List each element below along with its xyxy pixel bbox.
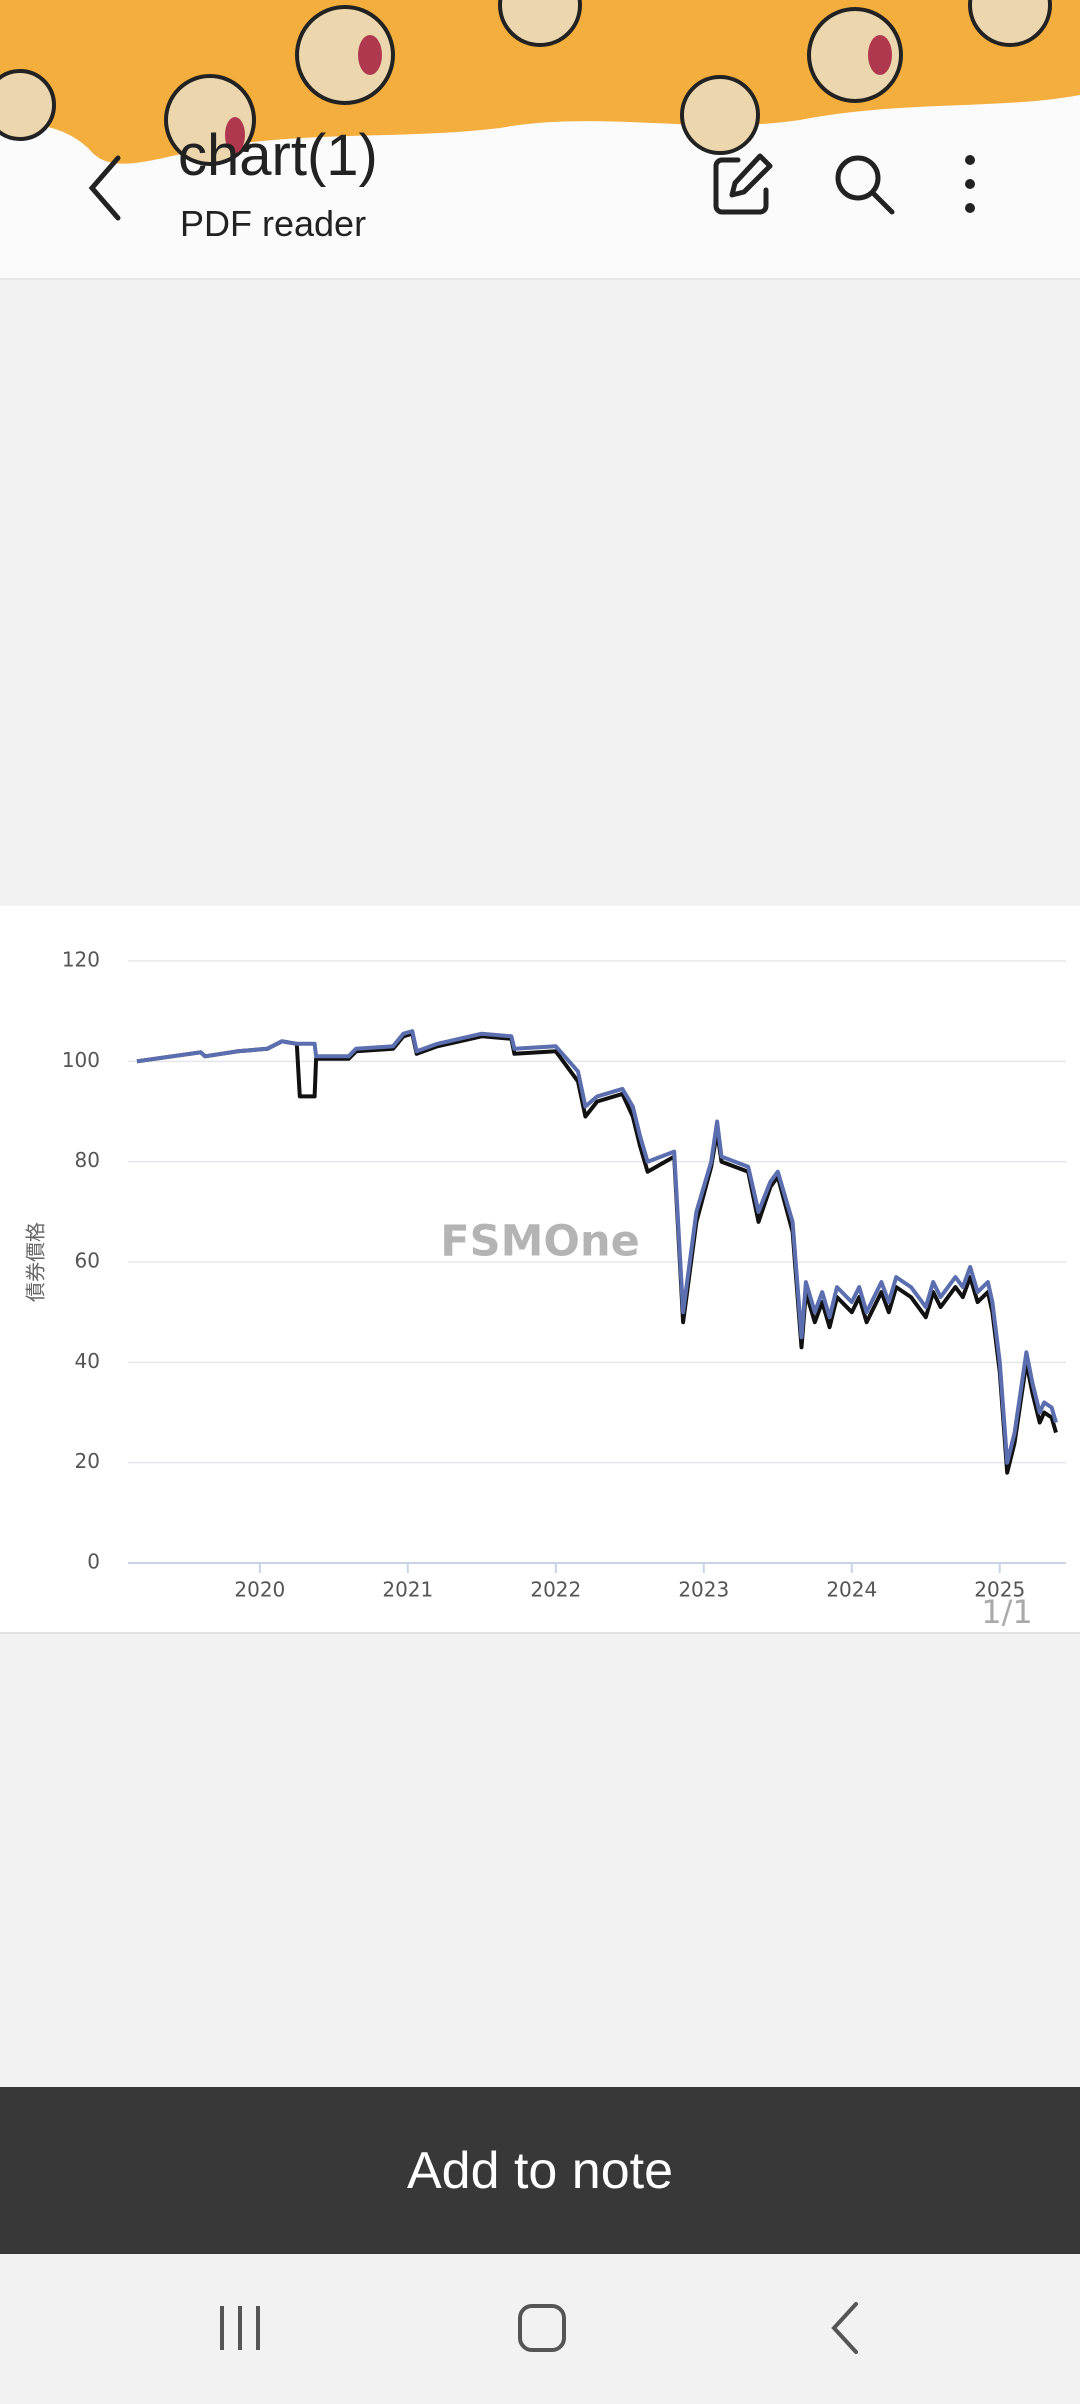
y-tick-label: 100 bbox=[62, 1048, 100, 1072]
watermark: FSMOne bbox=[440, 1217, 639, 1267]
pdf-page: FSMOne 債券價格 1/1 0 20 40 60 80 100 120 2020 2021 2… bbox=[0, 906, 1080, 1634]
document-title: chart(1) bbox=[178, 123, 378, 188]
recents-button[interactable] bbox=[220, 2306, 260, 2350]
series-line bbox=[136, 1029, 1058, 1465]
stickers bbox=[0, 0, 1052, 166]
nav-icons bbox=[220, 2302, 858, 2354]
y-tick-label: 20 bbox=[75, 1449, 100, 1473]
x-tick-label: 2021 bbox=[382, 1578, 433, 1602]
x-tick-label: 2022 bbox=[530, 1578, 581, 1602]
navigation-bar bbox=[0, 2254, 1080, 2400]
edit-button[interactable] bbox=[708, 150, 778, 220]
y-tick-label: 120 bbox=[62, 948, 100, 972]
y-axis-label: 債券價格 bbox=[24, 1222, 48, 1302]
x-tick-label: 2023 bbox=[678, 1578, 729, 1602]
add-to-note-button[interactable]: Add to note bbox=[0, 2087, 1080, 2254]
x-tick-label: 2024 bbox=[826, 1578, 877, 1602]
y-tick-label: 40 bbox=[75, 1349, 100, 1373]
search-button[interactable] bbox=[830, 150, 900, 220]
home-button[interactable] bbox=[518, 2304, 566, 2352]
y-tick-label: 0 bbox=[87, 1550, 100, 1574]
more-button[interactable] bbox=[955, 150, 985, 220]
y-tick-label: 80 bbox=[75, 1148, 100, 1172]
y-tick-label: 60 bbox=[75, 1249, 100, 1273]
x-tick-label: 2020 bbox=[234, 1578, 285, 1602]
app-name: PDF reader bbox=[180, 203, 367, 244]
sticker-mouths bbox=[225, 35, 892, 153]
chart: FSMOne 債券價格 1/1 0 20 40 60 80 100 120 2020 2021 2… bbox=[24, 948, 1066, 1631]
back-nav-button[interactable] bbox=[831, 2302, 858, 2354]
x-tick-label: 2025 bbox=[974, 1578, 1025, 1602]
page-indicator: 1/1 bbox=[981, 1593, 1033, 1631]
header-decoration bbox=[0, 0, 1080, 166]
back-button[interactable] bbox=[82, 148, 142, 228]
app-bar: chart(1) PDF reader bbox=[0, 0, 1080, 280]
